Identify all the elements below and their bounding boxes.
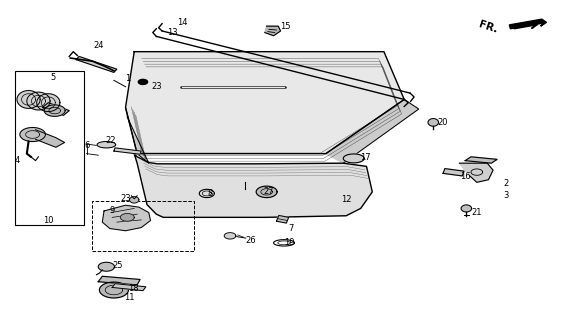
Polygon shape — [126, 108, 149, 163]
Polygon shape — [120, 213, 134, 221]
Text: 23: 23 — [151, 82, 162, 91]
Bar — [15, 71, 84, 225]
Text: 9: 9 — [109, 206, 115, 215]
Bar — [93, 201, 194, 251]
Text: 18: 18 — [128, 284, 139, 292]
Text: 6: 6 — [84, 141, 89, 150]
Text: 24: 24 — [93, 41, 104, 51]
Text: 12: 12 — [341, 195, 352, 204]
Text: 1: 1 — [125, 74, 130, 83]
Polygon shape — [98, 276, 140, 285]
Polygon shape — [459, 163, 493, 182]
Polygon shape — [276, 215, 289, 223]
Text: 23: 23 — [120, 194, 131, 203]
Polygon shape — [471, 169, 482, 175]
Text: 11: 11 — [125, 293, 135, 302]
Text: 21: 21 — [471, 208, 482, 217]
Text: 7: 7 — [288, 224, 294, 233]
Polygon shape — [224, 233, 236, 239]
Text: 27: 27 — [264, 188, 274, 196]
Text: 2: 2 — [503, 180, 509, 188]
Polygon shape — [465, 157, 497, 163]
Polygon shape — [256, 186, 277, 197]
Polygon shape — [44, 105, 65, 116]
Polygon shape — [42, 103, 69, 116]
Text: 13: 13 — [167, 28, 178, 37]
Text: FR.: FR. — [477, 19, 499, 35]
Text: 15: 15 — [280, 22, 290, 31]
Polygon shape — [343, 154, 364, 163]
Polygon shape — [37, 94, 60, 112]
Text: 25: 25 — [113, 261, 123, 270]
Polygon shape — [326, 100, 418, 163]
Text: 5: 5 — [50, 73, 55, 82]
Text: 19: 19 — [285, 238, 295, 247]
Polygon shape — [20, 127, 45, 141]
Polygon shape — [112, 284, 146, 291]
Text: 16: 16 — [460, 172, 470, 181]
Polygon shape — [114, 148, 141, 154]
Text: 8: 8 — [207, 189, 212, 198]
Polygon shape — [265, 26, 281, 36]
Polygon shape — [98, 262, 115, 271]
Polygon shape — [97, 141, 116, 148]
Text: 26: 26 — [245, 236, 255, 245]
Polygon shape — [27, 92, 50, 110]
Polygon shape — [461, 205, 471, 212]
Text: 10: 10 — [43, 216, 54, 225]
Polygon shape — [36, 130, 65, 147]
Polygon shape — [134, 154, 372, 217]
Polygon shape — [102, 205, 151, 231]
Polygon shape — [139, 79, 148, 84]
Polygon shape — [443, 169, 464, 176]
Text: 4: 4 — [15, 156, 20, 164]
Polygon shape — [17, 91, 40, 108]
Text: 14: 14 — [176, 19, 187, 28]
Polygon shape — [100, 282, 129, 298]
Text: 20: 20 — [438, 118, 448, 127]
Text: 22: 22 — [106, 136, 116, 145]
Polygon shape — [76, 56, 117, 72]
Text: 3: 3 — [503, 190, 509, 200]
Text: 17: 17 — [360, 153, 371, 162]
Polygon shape — [126, 52, 404, 154]
Polygon shape — [509, 19, 546, 29]
Polygon shape — [130, 197, 139, 203]
Polygon shape — [428, 119, 438, 126]
